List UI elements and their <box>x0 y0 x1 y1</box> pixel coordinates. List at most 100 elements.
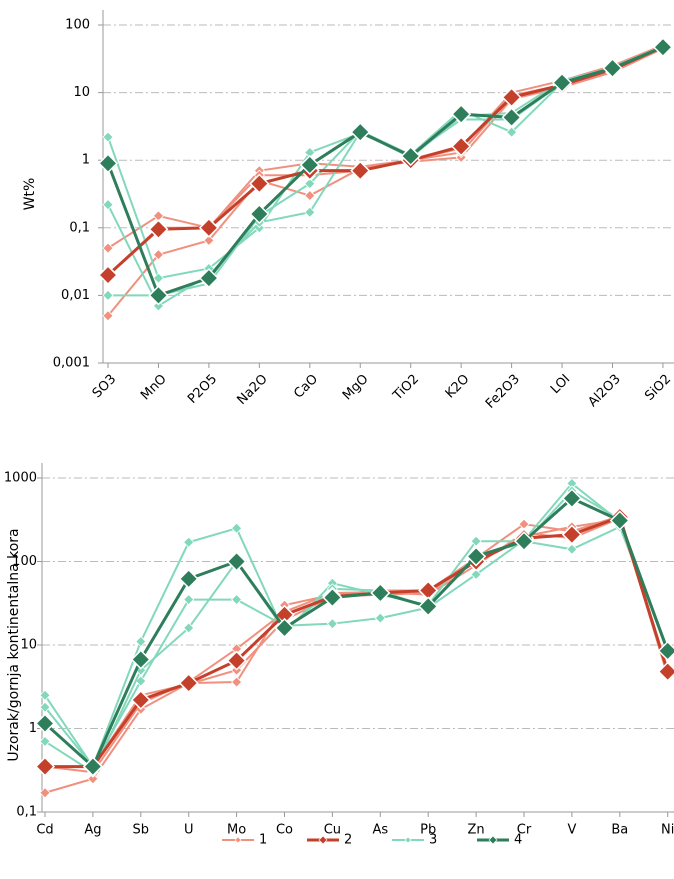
series-line <box>44 482 669 769</box>
x-tick-label: CaO <box>291 372 321 402</box>
x-tick-label: Fe2O3 <box>483 372 523 412</box>
marker <box>274 617 295 639</box>
y-tick-label: 10 <box>20 638 37 653</box>
x-tick-label: Co <box>276 823 293 838</box>
marker <box>602 58 623 79</box>
marker <box>39 735 51 747</box>
y-tick-label: 0,01 <box>61 288 90 303</box>
x-tick-label: K2O <box>443 372 473 402</box>
x-tick-label: V <box>567 823 576 838</box>
x-tick-label: Cr <box>517 823 532 838</box>
marker <box>102 131 114 143</box>
marker <box>304 206 316 218</box>
x-tick-label: Mo <box>227 823 246 838</box>
marker <box>370 582 391 604</box>
marker <box>34 713 56 734</box>
marker <box>39 689 51 701</box>
marker <box>652 37 674 58</box>
marker <box>130 689 151 710</box>
series-line <box>107 46 664 308</box>
series-line <box>108 46 664 297</box>
y-tick-label: 0,1 <box>69 220 90 235</box>
marker <box>148 219 169 240</box>
y-tick-label: 1 <box>82 153 90 168</box>
series-line <box>43 496 670 770</box>
marker <box>561 488 582 509</box>
marker <box>609 510 630 531</box>
y-tick-label: 10 <box>73 85 90 100</box>
legend-label: 4 <box>514 833 522 848</box>
marker <box>34 756 56 777</box>
marker <box>326 618 338 630</box>
legend-label: 3 <box>429 833 437 848</box>
marker <box>135 635 147 648</box>
x-tick-label: Ba <box>611 823 628 838</box>
marker <box>322 587 343 608</box>
legend-label: 2 <box>344 833 352 848</box>
x-tick-label: Cu <box>324 823 341 838</box>
marker <box>249 173 270 194</box>
marker <box>178 673 199 694</box>
marker <box>130 649 151 670</box>
marker <box>299 154 320 176</box>
marker <box>39 787 51 799</box>
marker <box>82 756 103 777</box>
series-line <box>107 47 664 317</box>
marker <box>39 701 51 713</box>
y-tick-label: 0,1 <box>16 805 37 820</box>
x-tick-label: Sb <box>133 823 150 838</box>
marker <box>102 289 114 301</box>
marker <box>418 596 439 617</box>
series-line <box>44 525 669 769</box>
marker <box>350 160 371 181</box>
marker <box>513 531 535 552</box>
legend-marker <box>488 835 498 845</box>
marker <box>102 199 114 211</box>
marker <box>152 300 165 312</box>
y-tick-label: 1000 <box>4 471 37 486</box>
series-line <box>106 45 664 298</box>
legend-label: 1 <box>259 833 267 848</box>
x-tick-label: MnO <box>138 372 170 404</box>
x-tick-label: SiO2 <box>642 372 674 404</box>
marker <box>183 622 195 634</box>
marker <box>304 189 316 202</box>
legend-marker <box>234 836 242 844</box>
marker <box>451 136 472 157</box>
marker <box>183 594 195 606</box>
y-tick-label: 100 <box>65 18 90 33</box>
marker <box>97 153 119 174</box>
marker <box>203 234 215 247</box>
marker <box>178 568 199 589</box>
marker <box>249 203 270 225</box>
x-tick-label: Al2O3 <box>585 372 623 410</box>
marker <box>198 217 219 238</box>
x-tick-label: As <box>372 823 388 838</box>
marker <box>231 594 243 606</box>
x-tick-label: Pb <box>420 823 436 838</box>
marker <box>231 676 243 688</box>
marker <box>506 126 518 138</box>
marker <box>566 543 578 555</box>
marker <box>152 249 165 261</box>
marker <box>551 72 573 93</box>
x-tick-label: TiO2 <box>390 372 422 404</box>
marker <box>374 612 386 624</box>
x-tick-label: Zn <box>468 823 485 838</box>
marker <box>400 146 421 167</box>
legend-marker <box>318 835 328 845</box>
marker <box>198 268 219 289</box>
marker <box>451 104 472 125</box>
x-tick-label: Ni <box>661 823 674 838</box>
x-tick-label: U <box>184 823 194 838</box>
x-tick-label: P2O5 <box>185 372 220 407</box>
marker <box>470 535 482 547</box>
x-tick-label: SO3 <box>90 372 120 402</box>
marker <box>501 107 522 128</box>
marker <box>350 122 371 143</box>
marker <box>561 524 582 545</box>
x-tick-label: MgO <box>340 372 372 404</box>
marker <box>148 285 169 306</box>
